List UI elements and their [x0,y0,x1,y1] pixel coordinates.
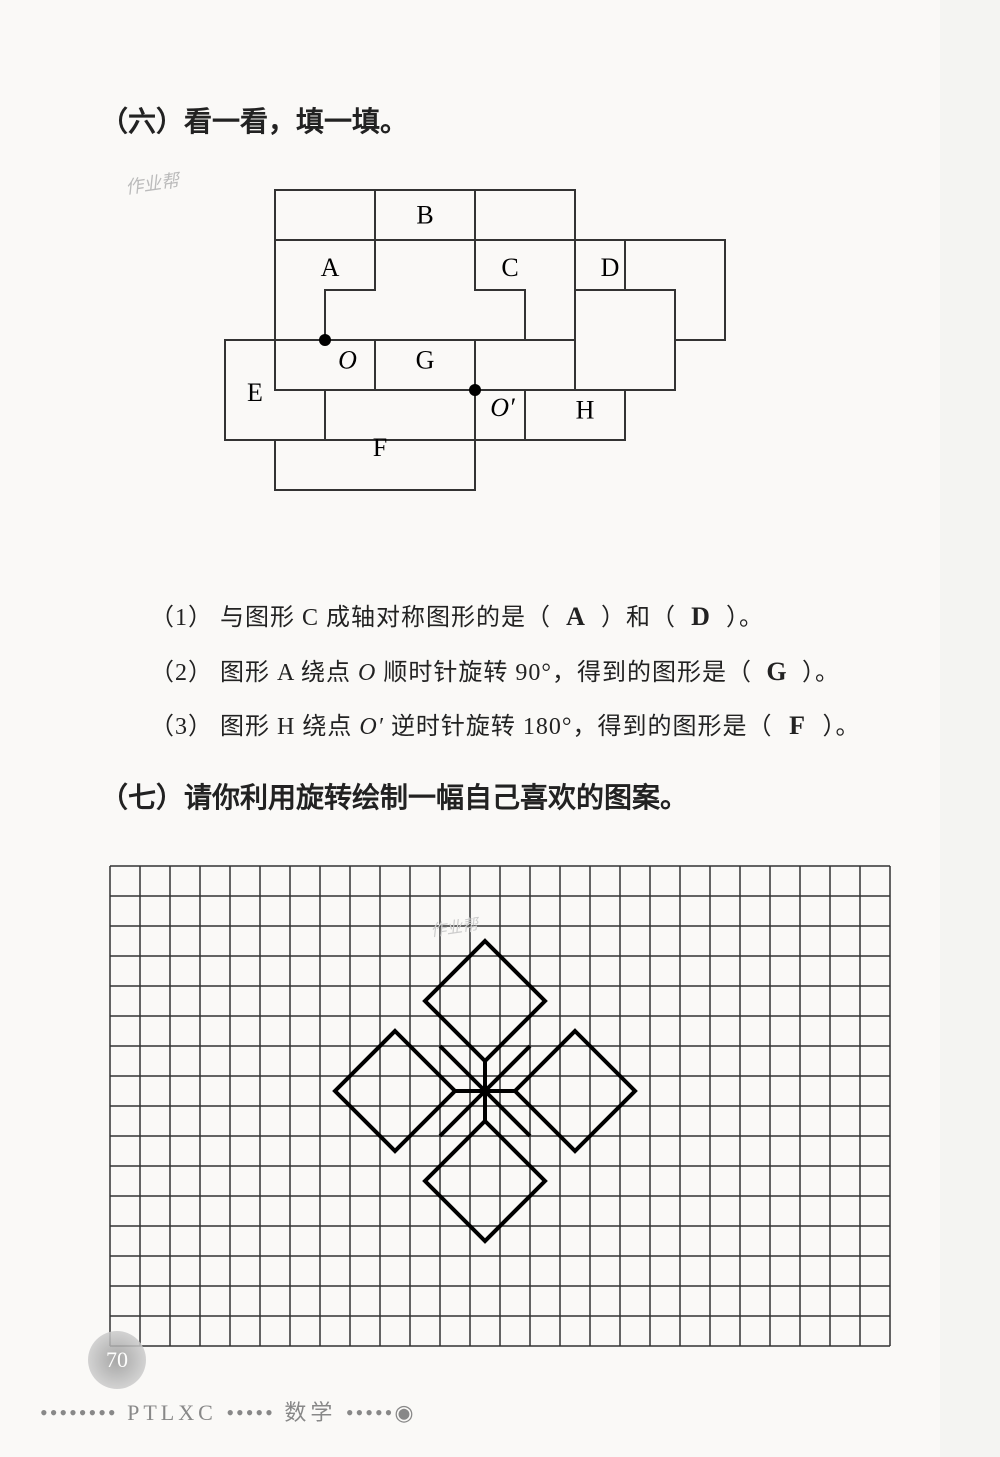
section-7-title: （七）请你利用旋转绘制一幅自己喜欢的图案。 [100,776,870,816]
svg-text:C: C [501,253,518,282]
figure-shapes: A B C D E F G H O O′ [205,180,765,540]
footer-brand: •••••••• PTLXC ••••• 数学 •••••◉ [40,1395,416,1427]
answer-3: F [780,699,816,754]
answer-1a: A [558,590,594,645]
grid-pattern [100,856,900,1356]
svg-text:E: E [247,378,263,407]
question-list: （1） 与图形 C 成轴对称图形的是（ A ）和（ D ）。 （2） 图形 A … [150,590,870,754]
svg-text:A: A [321,253,340,282]
question-2: （2） 图形 A 绕点 O 顺时针旋转 90°，得到的图形是（ G ）。 [150,645,870,700]
svg-text:B: B [416,200,433,229]
svg-text:D: D [601,253,620,282]
section-6-title: （六）看一看，填一填。 [100,100,870,140]
svg-text:F: F [373,433,387,462]
answer-2: G [759,645,795,700]
question-1: （1） 与图形 C 成轴对称图形的是（ A ）和（ D ）。 [150,590,870,645]
svg-text:H: H [576,395,595,424]
answer-1b: D [683,590,719,645]
svg-text:G: G [416,345,435,374]
svg-text:O: O [338,345,357,374]
watermark-1: 作业帮 [123,166,180,199]
svg-text:O′: O′ [490,393,515,422]
question-3: （3） 图形 H 绕点 O′ 逆时针旋转 180°，得到的图形是（ F ）。 [150,699,870,754]
page-number: 70 [88,1331,146,1389]
